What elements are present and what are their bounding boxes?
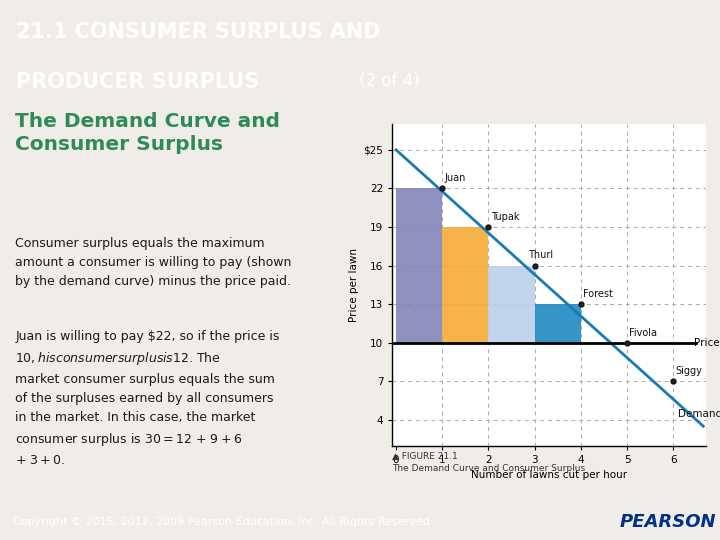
Text: Juan: Juan <box>445 173 466 183</box>
Text: Siggy: Siggy <box>675 366 703 376</box>
Text: Tupak: Tupak <box>491 212 519 222</box>
Text: Fivola: Fivola <box>629 328 657 338</box>
Text: Price: Price <box>694 338 720 348</box>
Text: PEARSON: PEARSON <box>619 512 716 531</box>
Text: ▲ FIGURE 21.1
The Demand Curve and Consumer Surplus: ▲ FIGURE 21.1 The Demand Curve and Consu… <box>392 452 585 473</box>
Bar <box>442 227 488 343</box>
Text: Thurl: Thurl <box>528 251 553 260</box>
Bar <box>396 188 442 343</box>
Text: Forest: Forest <box>583 289 613 299</box>
Text: Demand: Demand <box>678 409 720 419</box>
Bar <box>488 266 535 343</box>
Text: Juan is willing to pay $22, so if the price is
$10, his consumer surplus is $12.: Juan is willing to pay $22, so if the pr… <box>15 330 280 467</box>
X-axis label: Number of lawns cut per hour: Number of lawns cut per hour <box>471 470 627 480</box>
Text: 21.1 CONSUMER SURPLUS AND: 21.1 CONSUMER SURPLUS AND <box>16 22 380 42</box>
Text: (2 of 4): (2 of 4) <box>354 72 420 90</box>
Text: The Demand Curve and
Consumer Surplus: The Demand Curve and Consumer Surplus <box>15 112 280 154</box>
Text: PRODUCER SURPLUS: PRODUCER SURPLUS <box>16 72 259 92</box>
Y-axis label: Price per lawn: Price per lawn <box>349 248 359 322</box>
Bar <box>535 304 581 343</box>
Text: Copyright © 2015, 2012, 2009 Pearson Education, Inc. All Rights Reserved: Copyright © 2015, 2012, 2009 Pearson Edu… <box>13 517 430 526</box>
Text: Consumer surplus equals the maximum
amount a consumer is willing to pay (shown
b: Consumer surplus equals the maximum amou… <box>15 237 292 288</box>
